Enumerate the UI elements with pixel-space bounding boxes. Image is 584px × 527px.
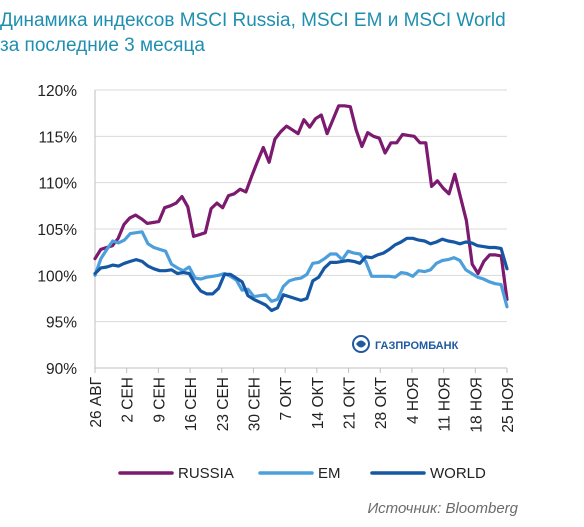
x-tick-label: 21 ОКТ bbox=[342, 376, 359, 429]
chart-title-line1: Динамика индексов MSCI Russia, MSCI EM и… bbox=[0, 10, 506, 31]
x-tick-label: 7 ОКТ bbox=[278, 376, 295, 420]
x-tick-label: 11 НОЯ bbox=[437, 377, 454, 432]
source-note: Источник: Bloomberg bbox=[367, 500, 518, 517]
x-tick-label: 18 НОЯ bbox=[468, 377, 485, 433]
y-tick-label: 115% bbox=[39, 129, 78, 146]
y-tick-label: 90% bbox=[46, 361, 77, 378]
x-tick-label: 26 АВГ bbox=[88, 376, 105, 427]
legend: RUSSIA EM WORLD bbox=[118, 465, 486, 482]
chart-title: Динамика индексов MSCI Russia, MSCI EM и… bbox=[0, 8, 560, 58]
y-tick-label: 105% bbox=[37, 222, 77, 239]
series-line-world bbox=[93, 236, 509, 313]
x-tick-label: 16 СЕН bbox=[183, 377, 200, 431]
x-tick-label: 28 ОКТ bbox=[373, 376, 390, 429]
x-tick-label: 23 СЕН bbox=[215, 377, 232, 431]
y-tick-label: 120% bbox=[37, 83, 77, 100]
x-tick-label: 9 СЕН bbox=[151, 377, 168, 423]
x-tick-label: 2 СЕН bbox=[120, 377, 137, 423]
gazprombank-logo: ГАЗПРОМБАНК bbox=[352, 335, 459, 353]
series-lines bbox=[93, 104, 509, 313]
series-line-em bbox=[93, 230, 509, 309]
series-line-russia bbox=[93, 104, 509, 301]
x-axis: 26 АВГ 2 СЕН 9 СЕН 16 СЕН 23 СЕН 30 СЕН 7 ОКТ 1… bbox=[88, 367, 517, 433]
logo-text: ГАЗПРОМБАНК bbox=[375, 340, 459, 352]
legend-label-world: WORLD bbox=[430, 465, 486, 482]
y-axis: 90% 95% 100% 105% 110% 115% 120% bbox=[37, 83, 96, 378]
y-tick-label: 110% bbox=[39, 176, 78, 193]
x-tick-label: 25 НОЯ bbox=[500, 377, 517, 433]
logo-flame-icon bbox=[356, 340, 366, 348]
grid bbox=[95, 89, 507, 369]
y-tick-label: 95% bbox=[46, 315, 77, 332]
x-tick-label: 4 НОЯ bbox=[405, 377, 422, 424]
chart-title-line2: за последние 3 месяца bbox=[0, 35, 205, 56]
legend-label-em: EM bbox=[318, 465, 341, 482]
legend-label-russia: RUSSIA bbox=[178, 465, 234, 482]
logo-icon bbox=[352, 335, 370, 353]
x-tick-label: 30 СЕН bbox=[246, 377, 263, 431]
y-tick-label: 100% bbox=[37, 268, 77, 285]
x-tick-label: 14 ОКТ bbox=[310, 376, 327, 429]
